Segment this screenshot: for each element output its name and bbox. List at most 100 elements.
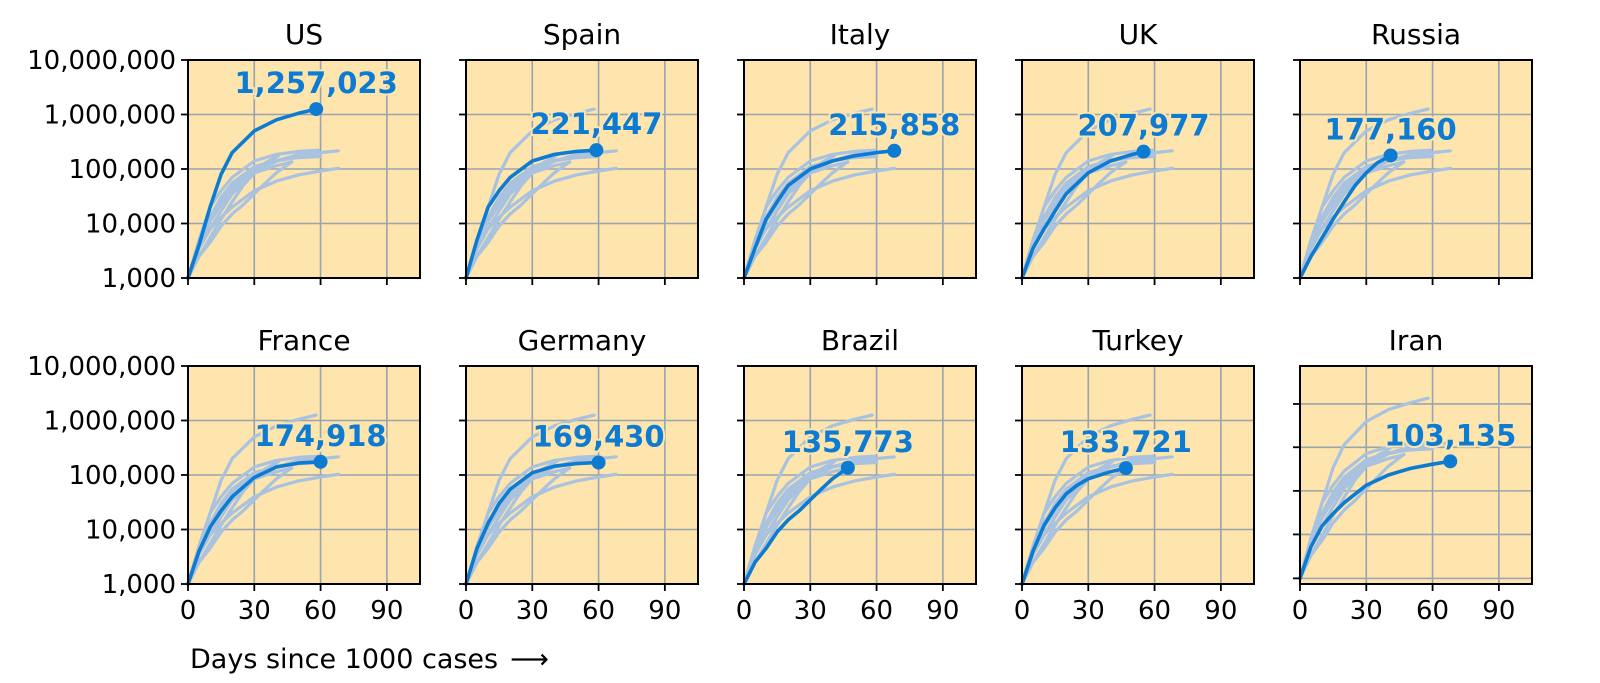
last-point-marker	[840, 460, 855, 475]
highlight-line-italy	[742, 149, 897, 280]
arrow-right-icon: ⟶	[510, 644, 549, 675]
panel-turkey: 133,721 Turkey 0 30 60 90	[1014, 324, 1255, 626]
x-tick-label: 30	[1072, 596, 1105, 626]
series-line-brazil	[1298, 452, 1406, 581]
grid	[187, 366, 420, 584]
panel-uk: 207,977 UK	[1015, 18, 1255, 285]
panel-title: Germany	[518, 324, 647, 357]
panel-background	[1300, 366, 1532, 584]
panel-spain: 221,447 Spain	[459, 18, 699, 285]
y-tick-label: 1,000	[102, 264, 176, 294]
x-tick-label: 60	[582, 596, 615, 626]
x-tick-label: 90	[926, 596, 959, 626]
series-line-spain	[1020, 148, 1155, 280]
chart-panels: 1,257,023 US 1,000 10,000 100,000 1,000,000 10…	[27, 18, 1533, 626]
y-tick-label: 10,000	[85, 210, 176, 240]
x-tick-label: 0	[1292, 596, 1309, 626]
highlight-line-iran	[1298, 459, 1452, 581]
x-tick-label: 90	[1482, 596, 1515, 626]
panel-france: 174,918 France 0 30 60 90 1,000 10,000 100,000 1,…	[27, 324, 421, 626]
x-tick-label: 90	[1204, 596, 1237, 626]
series-line-turkey	[464, 160, 572, 280]
last-point-marker	[313, 454, 328, 469]
x-tick-label: 0	[458, 596, 475, 626]
panel-germany: 169,430 Germany 0 30 60 90	[458, 324, 699, 626]
highlight-line-uk	[1020, 149, 1146, 280]
series-line-brazil	[186, 466, 294, 586]
series-line-turkey	[1298, 160, 1406, 280]
series-line-iran	[464, 472, 618, 586]
value-label: 207,977	[1077, 109, 1209, 143]
series-line-spain	[464, 454, 599, 586]
panel-title: US	[285, 18, 323, 51]
series-line-turkey	[742, 466, 850, 586]
y-tick-label: 1,000	[102, 570, 176, 600]
series-line-spain	[1020, 454, 1155, 586]
x-tick-label: 30	[516, 596, 549, 626]
panel-title: Iran	[1389, 324, 1444, 357]
panel-title: UK	[1119, 18, 1158, 51]
y-tick-label: 100,000	[68, 461, 176, 491]
y-tick-label: 1,000,000	[44, 101, 176, 131]
series-line-brazil	[464, 160, 572, 280]
series-line-iran	[1020, 472, 1174, 586]
other-countries	[1020, 413, 1174, 586]
highlight-line-brazil	[742, 465, 850, 586]
panel-iran: 103,135 Iran 0 30 60 90	[1292, 324, 1533, 626]
x-tick-label: 0	[736, 596, 753, 626]
last-point-marker	[1118, 461, 1133, 476]
highlight-line-spain	[464, 148, 599, 280]
y-tick-label: 100,000	[68, 155, 176, 185]
highlight-line-germany	[464, 460, 601, 586]
panel-title: France	[257, 324, 350, 357]
series-line-turkey	[1020, 160, 1128, 280]
series-line-iran	[1298, 166, 1452, 280]
last-point-marker	[309, 102, 324, 117]
x-tick-label: 60	[1416, 596, 1449, 626]
x-tick-label: 60	[860, 596, 893, 626]
y-tick-label: 1,000,000	[44, 407, 176, 437]
panel-title: Turkey	[1091, 324, 1183, 357]
panel-title: Brazil	[821, 324, 899, 357]
y-tick-label: 10,000,000	[27, 352, 176, 382]
series-line-brazil	[186, 160, 294, 280]
other-countries	[1298, 396, 1452, 581]
last-point-marker	[887, 143, 902, 158]
last-point-marker	[591, 455, 606, 470]
value-label: 174,918	[255, 419, 387, 453]
series-line-brazil	[464, 466, 572, 586]
series-line-turkey	[1298, 453, 1406, 581]
series-line-spain	[742, 454, 877, 586]
highlight-line-us	[186, 107, 319, 280]
series-line-brazil	[1020, 466, 1128, 586]
series-line-iran	[186, 166, 340, 280]
other-countries	[464, 107, 618, 280]
panel-title: Italy	[830, 18, 891, 51]
series-line-spain	[186, 454, 320, 586]
value-label: 103,135	[1384, 418, 1516, 452]
highlight-line-russia	[1298, 153, 1393, 280]
x-tick-label: 60	[304, 596, 337, 626]
series-line-iran	[186, 472, 340, 586]
series-line-brazil	[742, 160, 850, 280]
x-axis-label: Days since 1000 cases ⟶	[190, 644, 549, 675]
x-tick-label: 0	[1014, 596, 1031, 626]
y-tick-label: 10,000,000	[27, 46, 176, 76]
series-line-iran	[464, 166, 618, 280]
value-label: 215,858	[828, 108, 960, 142]
value-label: 135,773	[782, 425, 914, 459]
value-label: 177,160	[1325, 112, 1457, 146]
x-tick-label: 30	[1350, 596, 1383, 626]
last-point-marker	[589, 143, 604, 158]
last-point-marker	[1383, 148, 1398, 163]
value-label: 133,721	[1060, 425, 1192, 459]
series-line-spain	[1298, 148, 1433, 280]
panel-frame	[1299, 365, 1533, 585]
x-tick-label: 0	[180, 596, 197, 626]
series-line-spain	[742, 148, 877, 280]
last-point-marker	[1443, 454, 1458, 469]
panel-title: Russia	[1371, 18, 1461, 51]
series-line-iran	[742, 472, 896, 586]
series-line-spain	[1298, 440, 1433, 581]
y-tick-label: 10,000	[85, 516, 176, 546]
